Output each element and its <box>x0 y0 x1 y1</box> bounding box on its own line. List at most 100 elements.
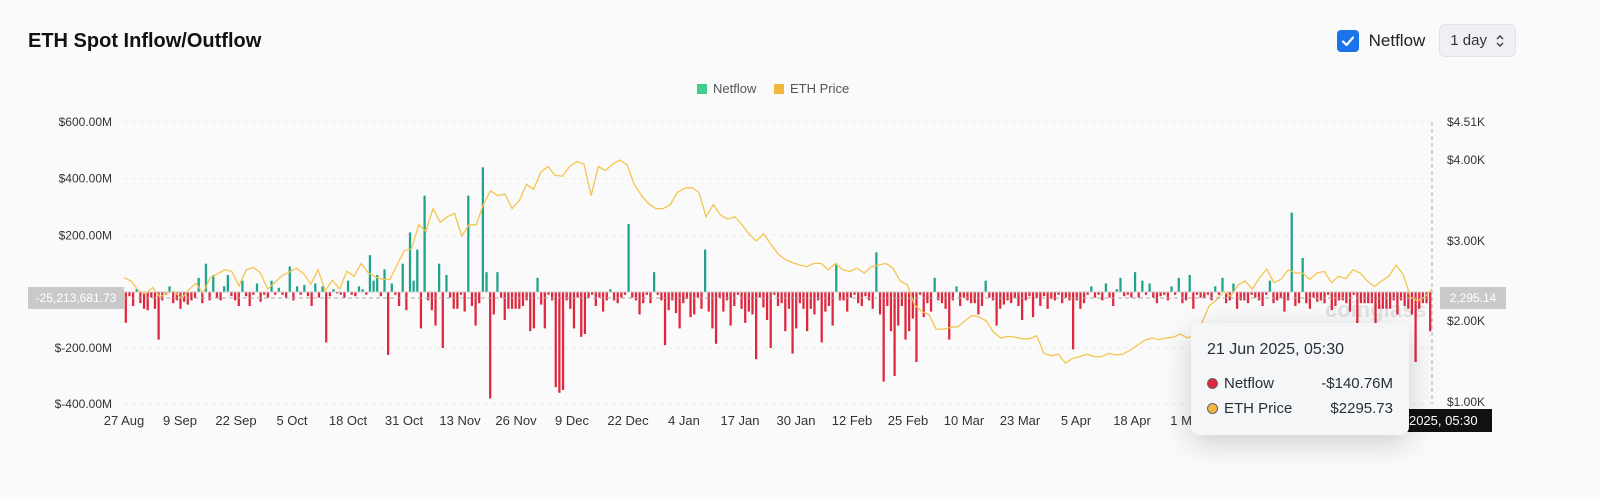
netflow-bar <box>904 292 907 340</box>
tooltip-price-label: ETH Price <box>1224 400 1293 417</box>
netflow-bar <box>503 292 506 320</box>
netflow-bar <box>1246 292 1250 304</box>
netflow-bar <box>1192 292 1195 309</box>
netflow-bar <box>299 292 302 295</box>
chevron-updown-icon <box>1496 34 1504 47</box>
netflow-bar <box>725 292 729 301</box>
legend-swatch-netflow <box>697 84 707 94</box>
netflow-bar <box>405 292 408 311</box>
netflow-bar <box>689 292 692 318</box>
netflow-bar <box>365 292 368 295</box>
netflow-bar <box>507 292 510 309</box>
netflow-bar <box>1133 272 1137 292</box>
tooltip-netflow-value: -$140.76M <box>1321 375 1393 392</box>
netflow-bar <box>1166 292 1169 301</box>
netflow-bar <box>401 263 404 292</box>
netflow-bar <box>809 292 812 309</box>
netflow-bar <box>1356 292 1359 326</box>
netflow-bar <box>525 292 528 301</box>
netflow-bar <box>707 292 710 312</box>
chart-title: ETH Spot Inflow/Outflow <box>28 30 262 52</box>
netflow-bar <box>1330 292 1333 311</box>
netflow-bar <box>959 292 962 306</box>
netflow-bar <box>722 292 725 312</box>
netflow-bar <box>787 292 791 309</box>
netflow-bar <box>620 292 623 298</box>
netflow-bar <box>718 292 721 298</box>
netflow-bar <box>274 292 277 295</box>
netflow-bar <box>1163 292 1166 295</box>
netflow-bar <box>263 292 266 295</box>
netflow-bar <box>816 292 820 301</box>
interval-select[interactable]: 1 day <box>1439 24 1516 57</box>
netflow-bar <box>955 286 958 292</box>
netflow-bar <box>1174 292 1177 295</box>
netflow-bar <box>157 292 160 340</box>
netflow-bar <box>700 292 703 309</box>
netflow-toggle[interactable]: Netflow <box>1336 29 1425 52</box>
netflow-bar <box>481 167 485 292</box>
netflow-bar <box>598 292 601 298</box>
netflow-bar <box>438 263 441 292</box>
netflow-bar <box>1367 292 1370 304</box>
tooltip-row-price: ETH Price $2295.73 <box>1207 400 1393 417</box>
netflow-bar <box>1378 292 1381 309</box>
netflow-bar <box>215 292 219 298</box>
netflow-bar <box>1130 292 1133 298</box>
cursor-right-box <box>1440 287 1506 309</box>
netflow-bar <box>948 292 951 340</box>
netflow-bar <box>361 289 364 292</box>
netflow-bar <box>696 292 699 298</box>
netflow-bar <box>1396 292 1399 315</box>
netflow-bar <box>962 292 965 298</box>
netflow-bar <box>306 292 310 297</box>
eth-price-line <box>123 159 1433 364</box>
netflow-bar <box>791 292 794 354</box>
netflow-bar <box>1388 292 1392 309</box>
netflow-bar <box>714 292 718 344</box>
netflow-bar <box>281 292 284 295</box>
netflow-bar <box>317 292 321 298</box>
netflow-bar <box>357 286 361 292</box>
netflow-bar <box>1031 292 1035 318</box>
netflow-bar <box>652 272 656 292</box>
netflow-bar <box>1403 292 1406 306</box>
netflow-bar <box>521 292 525 306</box>
netflow-bar <box>1148 283 1151 292</box>
chart-controls: Netflow 1 day <box>1336 24 1516 57</box>
netflow-bar <box>150 292 153 298</box>
netflow-bar <box>580 292 583 337</box>
x-tick-label: 22 Sep <box>215 413 256 428</box>
checkbox-checked-icon[interactable] <box>1336 29 1359 52</box>
netflow-bar <box>416 249 419 292</box>
netflow-bar <box>631 292 634 298</box>
netflow-bar <box>831 292 834 326</box>
netflow-bar <box>463 292 466 312</box>
netflow-bar <box>354 292 357 297</box>
netflow-bar <box>1035 292 1038 298</box>
x-tick-label: 5 Apr <box>1061 413 1092 428</box>
netflow-bar <box>204 263 208 292</box>
netflow-bar <box>1294 292 1297 306</box>
netflow-bar <box>1232 283 1235 292</box>
netflow-bar <box>871 292 874 309</box>
netflow-bar <box>332 289 335 292</box>
x-tick-label: 31 Oct <box>385 413 424 428</box>
netflow-bar <box>813 292 816 315</box>
netflow-bar <box>911 292 914 319</box>
netflow-bar <box>915 292 918 362</box>
netflow-bar <box>1286 292 1290 301</box>
netflow-bar <box>1046 292 1049 309</box>
netflow-bar <box>412 280 415 292</box>
netflow-bar <box>339 292 342 295</box>
netflow-bar <box>780 292 783 304</box>
netflow-bar <box>908 292 911 332</box>
netflow-bar <box>419 292 423 329</box>
netflow-bar <box>991 292 995 301</box>
netflow-bar <box>427 292 430 301</box>
netflow-bar <box>875 252 878 292</box>
netflow-bar <box>1381 292 1384 309</box>
tooltip-row-netflow: Netflow -$140.76M <box>1207 375 1393 392</box>
netflow-bar <box>1254 292 1257 298</box>
netflow-bar <box>612 292 616 301</box>
